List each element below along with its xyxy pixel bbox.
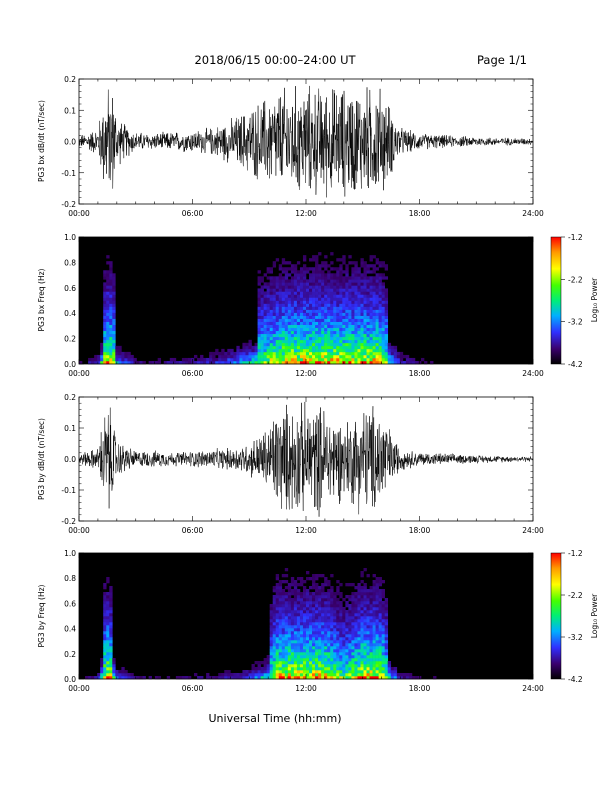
colorbar-1-label: Log₁₀ Power [590,277,599,322]
y-tick-label: -0.2 [61,517,76,526]
x-tick-label: 12:00 [295,684,317,693]
colorbar-tick-label: -3.2 [568,318,583,327]
panel-3-y-ticks: 0.2 0.1 0.0 -0.1 -0.2 [61,393,533,526]
bx-dbdt-trace [78,85,534,198]
colorbar-2-label: Log₁₀ Power [590,593,599,638]
colorbar-2: -1.2 -2.2 -3.2 -4.2 Log₁₀ Power [550,549,599,684]
colorbar-tick-label: -1.2 [568,233,583,242]
header-page-number: Page 1/1 [477,53,527,67]
y-tick-label: 0.2 [64,393,76,402]
x-axis-label: Universal Time (hh:mm) [209,712,342,725]
panel-2-y-label: PG3 bx Freq (Hz) [37,268,46,331]
panel-by-spectrogram: 1.0 0.8 0.6 0.4 0.2 0.0 00:00 06:00 12:00 18:00 2… [37,549,599,693]
y-tick-label: 0.8 [64,574,76,583]
colorbar-tick-label: -1.2 [568,549,583,558]
panel-4-y-ticks: 1.0 0.8 0.6 0.4 0.2 0.0 [64,549,533,684]
y-tick-label: -0.1 [61,486,76,495]
panel-1-y-label: PG3 bx dB/dt (nT/sec) [37,100,46,182]
header-date-range: 2018/06/15 00:00–24:00 UT [194,53,356,67]
y-tick-label: 0.1 [64,106,76,115]
y-tick-label: 0.2 [64,335,76,344]
y-tick-label: 0.4 [64,309,76,318]
x-tick-label: 06:00 [182,369,204,378]
y-tick-label: 0.2 [64,650,76,659]
y-tick-label: -0.2 [61,200,76,209]
y-tick-label: 0.1 [64,424,76,433]
bx-spectrogram-cells [79,252,434,365]
y-tick-label: 0.0 [64,675,76,684]
colorbar-tick-label: -3.2 [568,633,583,642]
panel-3-x-ticks: 00:00 06:00 12:00 18:00 24:00 [68,397,544,535]
x-tick-label: 12:00 [295,369,317,378]
x-tick-label: 18:00 [409,684,431,693]
colorbar-tick-label: -4.2 [568,360,583,369]
by-dbdt-trace [78,401,534,517]
y-tick-label: 0.0 [64,455,76,464]
colorbar-1-ticks: -1.2 -2.2 -3.2 -4.2 [561,233,583,369]
panel-bx-dbdt: 0.2 0.1 0.0 -0.1 -0.2 00:00 06:00 12:00 18:00 24… [37,75,544,218]
colorbar-1-gradient [550,236,562,365]
x-tick-label: 24:00 [522,369,544,378]
y-tick-label: 1.0 [64,549,76,558]
y-tick-label: 0.0 [64,138,76,147]
colorbar-tick-label: -4.2 [568,675,583,684]
y-tick-label: 0.2 [64,75,76,84]
colorbar-2-gradient [550,552,562,680]
y-tick-label: 0.6 [64,599,76,608]
y-tick-label: 0.4 [64,625,76,634]
colorbar-tick-label: -2.2 [568,275,583,284]
x-tick-label: 06:00 [182,526,204,535]
panel-1-x-ticks: 00:00 06:00 12:00 18:00 24:00 [68,79,544,218]
panel-2-x-ticks: 00:00 06:00 12:00 18:00 24:00 [68,237,544,378]
x-tick-label: 00:00 [68,526,90,535]
colorbar-2-ticks: -1.2 -2.2 -3.2 -4.2 [561,549,583,684]
x-tick-label: 18:00 [409,526,431,535]
x-tick-label: 00:00 [68,369,90,378]
panel-3-y-label: PG3 by dB/dt (nT/sec) [37,418,46,500]
panel-4-x-ticks: 00:00 06:00 12:00 18:00 24:00 [68,553,544,693]
x-tick-label: 24:00 [522,209,544,218]
x-tick-label: 00:00 [68,209,90,218]
panel-4-y-label: PG3 by Freq (Hz) [37,584,46,647]
y-tick-label: 0.0 [64,360,76,369]
x-tick-label: 06:00 [182,209,204,218]
colorbar-tick-label: -2.2 [568,591,583,600]
panel-2-y-ticks: 1.0 0.8 0.6 0.4 0.2 0.0 [64,233,533,369]
x-tick-label: 18:00 [409,209,431,218]
panel-bx-spectrogram: 1.0 0.8 0.6 0.4 0.2 0.0 00:00 06:00 12:00 18:00 2… [37,233,599,378]
panel-by-dbdt: 0.2 0.1 0.0 -0.1 -0.2 00:00 06:00 12:00 18:00 24… [37,393,544,535]
x-tick-label: 12:00 [295,209,317,218]
y-tick-label: 1.0 [64,233,76,242]
x-tick-label: 18:00 [409,369,431,378]
panel-1-y-ticks: 0.2 0.1 0.0 -0.1 -0.2 [61,75,533,209]
colorbar-1: -1.2 -2.2 -3.2 -4.2 Log₁₀ Power [550,233,599,369]
x-tick-label: 24:00 [522,684,544,693]
by-spectrogram-cells [85,568,437,680]
y-tick-label: -0.1 [61,169,76,178]
x-tick-label: 24:00 [522,526,544,535]
x-tick-label: 06:00 [182,684,204,693]
x-tick-label: 12:00 [295,526,317,535]
y-tick-label: 0.8 [64,258,76,267]
y-tick-label: 0.6 [64,284,76,293]
x-tick-label: 00:00 [68,684,90,693]
